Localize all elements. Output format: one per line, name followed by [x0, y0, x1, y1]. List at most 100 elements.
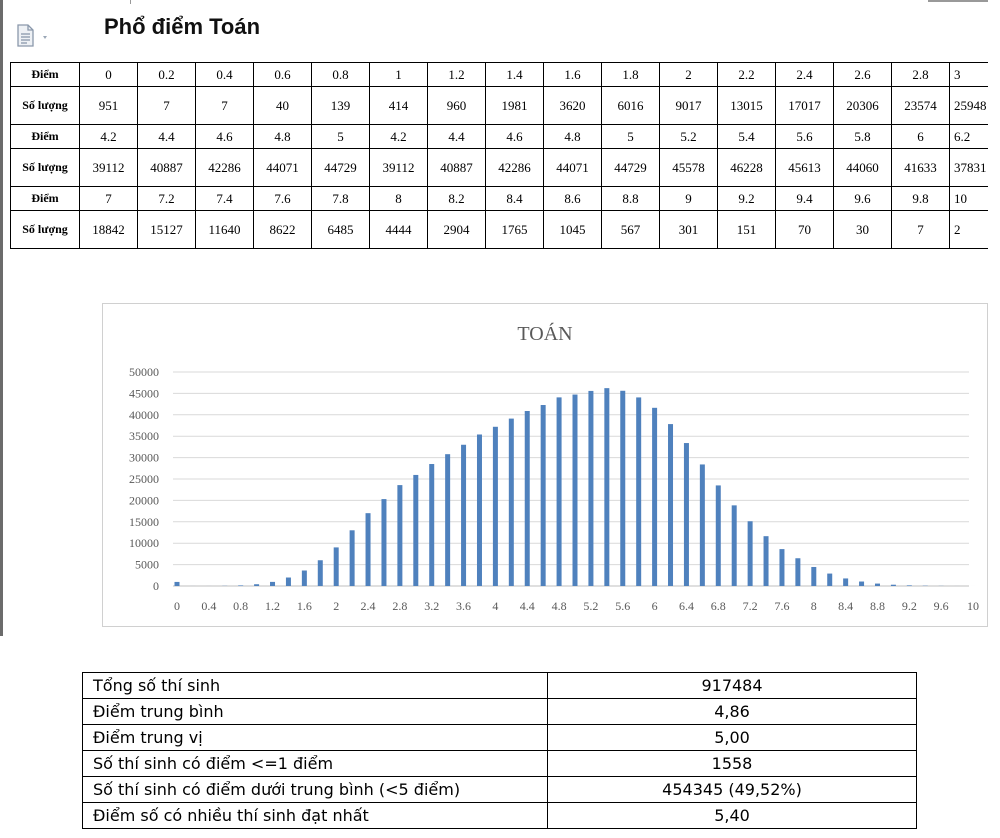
- count-cell: 951: [79, 86, 138, 125]
- histogram-bar: [604, 388, 610, 586]
- document-icon[interactable]: [14, 24, 54, 48]
- histogram-bar: [763, 536, 769, 586]
- count-cell: 17017: [775, 86, 834, 125]
- y-tick-label: 15000: [129, 515, 159, 529]
- count-cell: 40: [253, 86, 312, 125]
- stats-label: Điểm trung vị: [82, 724, 548, 751]
- histogram-bar: [747, 521, 753, 586]
- count-cell: 8622: [253, 210, 312, 249]
- histogram-bar: [365, 513, 371, 586]
- x-tick-label: 4: [492, 599, 498, 613]
- page-title: Phổ điểm Toán: [104, 14, 261, 39]
- score-cell: 0.8: [311, 62, 370, 87]
- x-tick-label: 5.6: [615, 599, 630, 613]
- score-cell: 5: [311, 124, 370, 149]
- x-tick-label: 1.6: [297, 599, 312, 613]
- count-cell: 42286: [485, 148, 544, 187]
- score-cell: 1.6: [543, 62, 602, 87]
- score-cell: 5.6: [775, 124, 834, 149]
- histogram-bar: [683, 443, 689, 586]
- count-cell: 41633: [891, 148, 950, 187]
- count-cell: 40887: [137, 148, 196, 187]
- count-cell: 25948: [949, 86, 988, 125]
- score-cell: 4.4: [427, 124, 486, 149]
- count-cell: 1045: [543, 210, 602, 249]
- stats-label: Số thí sinh có điểm dưới trung bình (<5 …: [82, 776, 548, 803]
- histogram-bar: [572, 394, 578, 586]
- count-cell: 7: [137, 86, 196, 125]
- x-tick-label: 8: [811, 599, 817, 613]
- score-cell: 4.2: [369, 124, 428, 149]
- y-tick-label: 30000: [129, 451, 159, 465]
- count-cell: 37831: [949, 148, 988, 187]
- score-cell: 8.2: [427, 186, 486, 211]
- x-tick-label: 8.4: [838, 599, 853, 613]
- table-row: Điểm 0 0.2 0.4 0.6 0.8 1 1.2 1.4 1.6 1.8 2 2.2 2.4 2.6…: [10, 62, 988, 87]
- x-tick-label: 0.8: [233, 599, 248, 613]
- stats-value: 1558: [547, 750, 917, 777]
- score-cell: 9.4: [775, 186, 834, 211]
- score-cell: 4.2: [79, 124, 138, 149]
- count-cell: 13015: [717, 86, 776, 125]
- header-diem: Điểm: [10, 124, 80, 149]
- score-cell: 8.4: [485, 186, 544, 211]
- histogram-bar: [397, 485, 403, 586]
- count-cell: 1981: [485, 86, 544, 125]
- histogram-bar: [524, 411, 530, 586]
- score-cell: 4.6: [195, 124, 254, 149]
- score-cell: 4.6: [485, 124, 544, 149]
- score-cell: 6.2: [949, 124, 988, 149]
- x-tick-label: 3.6: [456, 599, 471, 613]
- score-cell: 7.2: [137, 186, 196, 211]
- document-left-edge: [0, 0, 3, 636]
- score-cell: 5.2: [659, 124, 718, 149]
- histogram-bar: [508, 418, 514, 586]
- histogram-bar: [556, 397, 562, 586]
- stats-value: 5,00: [547, 724, 917, 751]
- count-cell: 46228: [717, 148, 776, 187]
- x-tick-label: 3.2: [424, 599, 439, 613]
- x-tick-label: 4.4: [520, 599, 535, 613]
- score-cell: 7.8: [311, 186, 370, 211]
- x-tick-label: 6.4: [679, 599, 694, 613]
- score-cell: 9.8: [891, 186, 950, 211]
- score-cell: 4.4: [137, 124, 196, 149]
- score-cell: 0.4: [195, 62, 254, 87]
- histogram-bar: [540, 405, 546, 586]
- histogram-bar: [317, 560, 323, 586]
- histogram-bar: [890, 584, 896, 586]
- histogram-bar: [715, 485, 721, 586]
- stats-value: 917484: [547, 672, 917, 699]
- count-cell: 44071: [253, 148, 312, 187]
- y-tick-label: 10000: [129, 536, 159, 550]
- histogram-bar: [254, 584, 260, 586]
- x-tick-label: 2.4: [361, 599, 376, 613]
- score-cell: 7.4: [195, 186, 254, 211]
- stats-row: Số thí sinh có điểm <=1 điểm 1558: [82, 750, 917, 777]
- x-tick-label: 10: [967, 599, 979, 613]
- x-tick-label: 0.4: [201, 599, 216, 613]
- histogram-bar: [731, 505, 737, 586]
- score-cell: 5: [601, 124, 660, 149]
- x-tick-label: 0: [174, 599, 180, 613]
- count-cell: 44729: [601, 148, 660, 187]
- score-cell: 4.8: [253, 124, 312, 149]
- score-cell: 8.8: [601, 186, 660, 211]
- count-cell: 6016: [601, 86, 660, 125]
- table-row: Điểm 7 7.2 7.4 7.6 7.8 8 8.2 8.4 8.6 8.8 9 9.2 9.4 9.6…: [10, 186, 988, 211]
- x-tick-label: 6: [652, 599, 658, 613]
- count-cell: 139: [311, 86, 370, 125]
- histogram-bar: [349, 530, 355, 586]
- count-cell: 7: [195, 86, 254, 125]
- score-cell: 1.8: [601, 62, 660, 87]
- histogram-bar: [906, 585, 912, 586]
- count-cell: 2904: [427, 210, 486, 249]
- count-cell: 23574: [891, 86, 950, 125]
- count-cell: 151: [717, 210, 776, 249]
- x-tick-label: 6.8: [711, 599, 726, 613]
- y-tick-label: 0: [153, 579, 159, 593]
- histogram-bar: [413, 474, 419, 586]
- y-tick-label: 50000: [129, 365, 159, 379]
- score-cell: 8.6: [543, 186, 602, 211]
- count-cell: 70: [775, 210, 834, 249]
